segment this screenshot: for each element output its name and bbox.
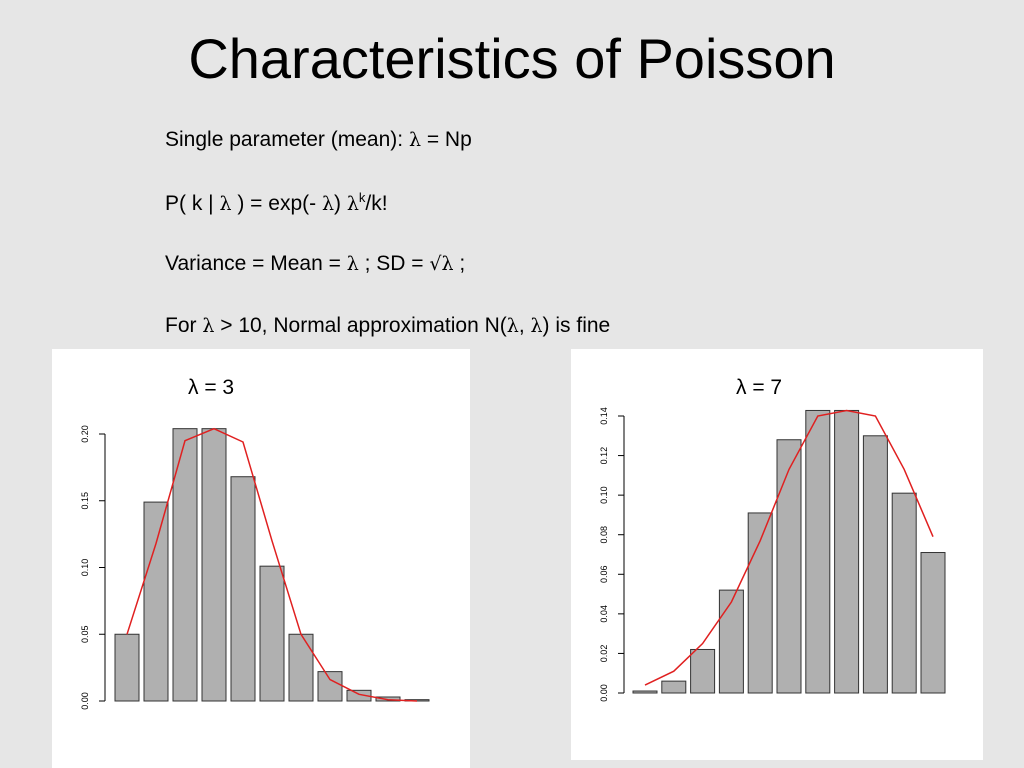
bar [230, 476, 256, 702]
bar [690, 648, 716, 694]
lambda-symbol: λ [219, 193, 232, 215]
line-text: Variance = Mean = [165, 252, 347, 275]
bar [920, 552, 946, 694]
line-text: > 10, Normal approximation N( [214, 314, 507, 337]
y-tick-label: 0.10 [599, 486, 609, 504]
line-text: = Np [421, 128, 472, 151]
bullet-line-3: Variance = Mean = λ ; SD = √λ ; [165, 252, 610, 314]
bar [632, 690, 658, 694]
bar [143, 501, 169, 702]
y-tick-label: 0.00 [80, 692, 90, 710]
line-text: ) is fine [542, 314, 611, 337]
line-text: /k! [365, 192, 388, 215]
bar [747, 512, 773, 694]
y-tick-label: 0.05 [80, 625, 90, 643]
bar [891, 492, 917, 694]
lambda-symbol: λ [321, 193, 335, 215]
chart-title: λ = 7 [736, 376, 783, 399]
chart-title: λ = 3 [188, 376, 235, 399]
chart-lambda-3: 0.00 0.05 0.10 0.15 0.20 [80, 425, 430, 710]
y-tick-label: 0.14 [599, 407, 609, 425]
lambda-symbol: λ [530, 315, 543, 337]
line-text: ) [334, 192, 347, 215]
bar [805, 409, 831, 694]
lambda-symbol: λ [408, 129, 421, 151]
bar [317, 671, 343, 702]
bar [862, 435, 888, 694]
chart-panel-lambda-7: 0.00 0.02 0.04 0.06 0.08 0.10 0.12 0.14 λ = 7 [571, 349, 983, 760]
y-tick-label: 0.02 [599, 645, 609, 663]
bar [834, 409, 860, 694]
y-tick-label: 0.20 [80, 425, 90, 443]
bar [346, 689, 372, 702]
line-text: ) = exp(- [231, 192, 322, 215]
bullet-list: Single parameter (mean): λ = Np P( k | λ… [165, 128, 610, 376]
series-line [644, 409, 934, 686]
line-text: ; SD = [358, 252, 430, 275]
y-tick-label: 0.10 [80, 559, 90, 577]
lambda-symbol: λ [202, 315, 215, 337]
chart-panel-lambda-3: 0.00 0.05 0.10 0.15 0.20 λ = 3 [52, 349, 470, 768]
line-text: ; [453, 252, 466, 275]
y-tick-label: 0.00 [599, 684, 609, 702]
series-line [126, 427, 418, 702]
bar [114, 633, 140, 702]
line-text: P( k | [165, 192, 220, 215]
y-tick-label: 0.04 [599, 605, 609, 623]
bar [661, 680, 687, 694]
bullet-line-4: For λ > 10, Normal approximation N(λ, λ)… [165, 314, 610, 376]
y-tick-label: 0.12 [599, 447, 609, 465]
y-tick-label: 0.15 [80, 492, 90, 510]
y-tick-label: 0.06 [599, 566, 609, 584]
bar [172, 428, 198, 702]
bullet-line-2: P( k | λ ) = exp(- λ) λk/k! [165, 190, 610, 252]
lambda-symbol: λ [346, 193, 359, 215]
bar [288, 633, 314, 702]
exponent: k [358, 190, 366, 205]
lambda-symbol: λ [506, 315, 519, 337]
lambda-symbol: λ [346, 253, 359, 275]
line-text: Single parameter (mean): [165, 128, 409, 151]
bar [776, 439, 802, 694]
y-tick-label: 0.08 [599, 526, 609, 544]
bar [718, 589, 744, 694]
chart-lambda-7: 0.00 0.02 0.04 0.06 0.08 0.10 0.12 0.14 [599, 407, 946, 702]
bar [201, 428, 227, 702]
slide-title: Characteristics of Poisson [188, 27, 836, 90]
sqrt-lambda-symbol: √λ [429, 253, 454, 275]
bar [259, 565, 285, 702]
bullet-line-1: Single parameter (mean): λ = Np [165, 128, 610, 190]
line-text: , [518, 314, 531, 337]
line-text: For [165, 314, 203, 337]
